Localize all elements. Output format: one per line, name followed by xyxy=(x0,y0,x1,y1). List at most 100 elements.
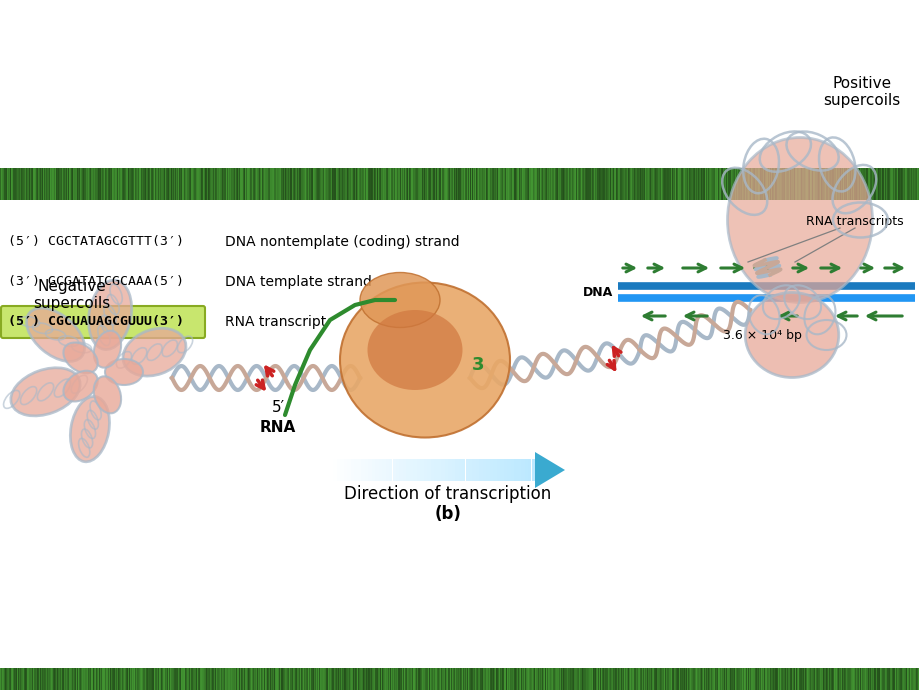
Bar xyxy=(660,668,662,690)
Bar xyxy=(536,168,537,200)
Bar xyxy=(113,668,114,690)
Bar xyxy=(471,168,472,200)
Bar xyxy=(694,168,696,200)
Bar xyxy=(884,168,885,200)
Bar xyxy=(418,168,420,200)
Bar xyxy=(620,168,621,200)
Bar xyxy=(780,168,781,200)
Bar xyxy=(0,168,1,200)
Bar xyxy=(609,168,610,200)
Bar xyxy=(337,668,338,690)
Bar xyxy=(342,668,343,690)
Bar xyxy=(238,168,239,200)
Bar xyxy=(591,668,593,690)
Bar xyxy=(825,668,826,690)
Bar xyxy=(278,168,279,200)
Bar xyxy=(670,668,671,690)
Bar xyxy=(222,668,223,690)
Text: RNA: RNA xyxy=(259,420,296,435)
Bar xyxy=(425,168,426,200)
Bar xyxy=(222,168,223,200)
Bar xyxy=(525,668,526,690)
Bar xyxy=(724,168,725,200)
Bar xyxy=(665,668,666,690)
Bar xyxy=(89,168,90,200)
Bar xyxy=(446,168,447,200)
Bar xyxy=(444,459,448,481)
Bar xyxy=(128,668,129,690)
Bar xyxy=(206,668,207,690)
Bar xyxy=(915,668,916,690)
Bar xyxy=(43,668,44,690)
Bar xyxy=(903,668,904,690)
Bar xyxy=(576,168,577,200)
Bar xyxy=(499,168,501,200)
Bar xyxy=(478,168,479,200)
Bar xyxy=(898,668,899,690)
Bar xyxy=(306,168,307,200)
Bar xyxy=(366,668,367,690)
Bar xyxy=(719,168,720,200)
Bar xyxy=(489,168,490,200)
Bar xyxy=(13,168,14,200)
Bar xyxy=(248,668,249,690)
Bar xyxy=(458,168,459,200)
Bar xyxy=(627,168,628,200)
Text: DNA: DNA xyxy=(582,286,612,299)
Bar xyxy=(406,459,409,481)
Bar xyxy=(528,168,529,200)
Bar xyxy=(240,168,241,200)
Bar xyxy=(236,668,237,690)
Bar xyxy=(35,668,36,690)
Bar xyxy=(400,668,401,690)
Bar xyxy=(234,668,236,690)
Bar xyxy=(14,168,15,200)
Bar xyxy=(536,668,537,690)
Bar xyxy=(821,168,823,200)
Bar xyxy=(543,668,544,690)
Bar xyxy=(277,168,278,200)
Bar xyxy=(341,668,342,690)
Bar xyxy=(712,168,713,200)
Bar xyxy=(432,168,433,200)
Bar xyxy=(107,668,108,690)
Bar xyxy=(41,668,42,690)
Bar xyxy=(384,668,386,690)
Bar xyxy=(253,668,254,690)
Bar xyxy=(256,668,257,690)
Bar xyxy=(169,668,170,690)
Bar xyxy=(74,668,75,690)
Bar xyxy=(688,168,689,200)
Bar xyxy=(144,668,145,690)
Bar xyxy=(44,168,45,200)
Bar xyxy=(329,668,330,690)
Bar xyxy=(188,668,190,690)
Bar xyxy=(183,168,184,200)
Bar xyxy=(576,668,577,690)
Bar xyxy=(139,668,140,690)
Bar xyxy=(416,459,420,481)
Bar xyxy=(452,168,453,200)
Bar xyxy=(371,459,375,481)
Bar xyxy=(613,168,614,200)
Bar xyxy=(598,168,599,200)
Bar xyxy=(850,168,851,200)
Bar xyxy=(275,168,276,200)
Bar xyxy=(560,668,561,690)
Bar xyxy=(383,168,384,200)
Bar xyxy=(242,668,243,690)
Bar xyxy=(299,168,300,200)
Bar xyxy=(168,168,169,200)
Bar xyxy=(526,168,527,200)
Bar xyxy=(681,668,682,690)
Bar xyxy=(824,668,825,690)
Bar xyxy=(38,168,39,200)
Bar xyxy=(277,668,278,690)
Bar xyxy=(386,668,387,690)
Bar xyxy=(641,168,642,200)
Bar xyxy=(855,668,857,690)
Text: Negative
supercoils: Negative supercoils xyxy=(33,279,110,311)
Bar xyxy=(146,168,147,200)
Bar xyxy=(331,668,332,690)
Bar xyxy=(241,668,242,690)
